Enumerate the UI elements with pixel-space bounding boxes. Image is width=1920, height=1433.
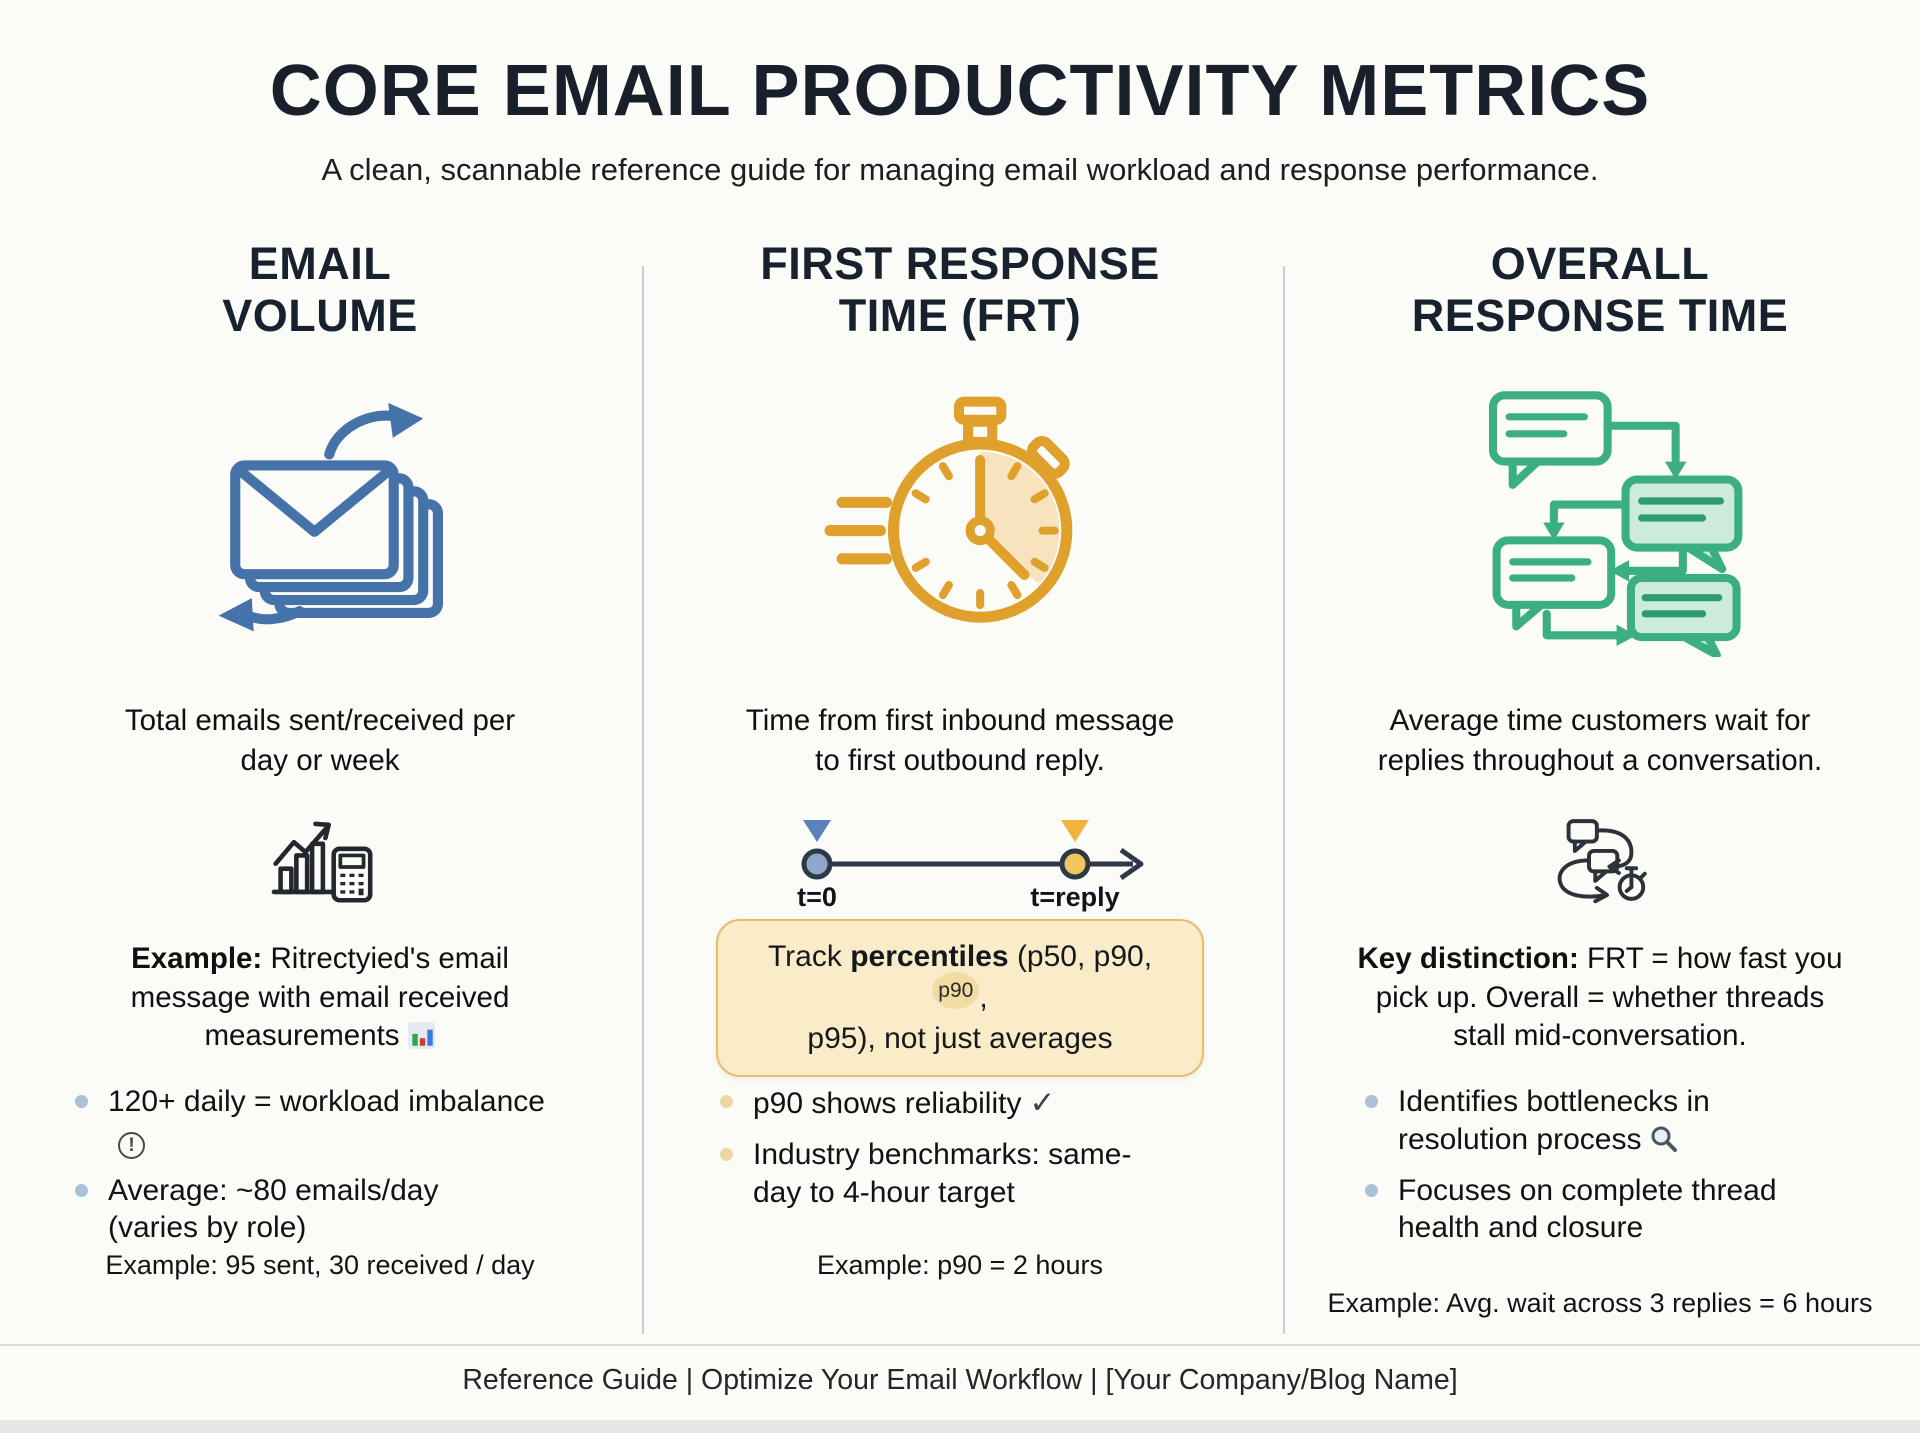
column-overall-response-time: OVERALL RESPONSE TIME xyxy=(1280,232,1920,1340)
overall-title: OVERALL RESPONSE TIME xyxy=(1412,232,1789,350)
para-line: pick up. Overall = whether threads xyxy=(1375,980,1825,1014)
key-text: FRT = how fast you xyxy=(1578,941,1843,975)
chat-flow-icon xyxy=(1450,350,1750,685)
title-line: TIME (FRT) xyxy=(838,290,1082,342)
column-divider xyxy=(642,266,645,1334)
bullet-dot xyxy=(1365,1095,1378,1108)
desc-line: day or week xyxy=(240,744,400,777)
title-line: OVERALL xyxy=(1490,238,1710,289)
conversation-timer-icon xyxy=(1545,797,1655,923)
example-text: measurements xyxy=(204,1019,400,1053)
email-volume-bullets: 120+ daily = workload imbalance! Average… xyxy=(0,1073,640,1244)
example-text: Ritrectyied's email xyxy=(262,941,509,975)
timeline-reply-marker xyxy=(1061,820,1089,842)
timeline-start-label: t=0 xyxy=(797,882,837,912)
magnifier-icon xyxy=(1651,1126,1678,1152)
bar-chart-calculator-icon xyxy=(264,797,376,923)
bottom-strip xyxy=(0,1420,1920,1433)
frt-highlight-row: Track percentiles (p50, p90, p90, p95), … xyxy=(716,919,1204,1077)
highlight-text: , xyxy=(979,980,988,1014)
p90-badge: p90 xyxy=(932,971,980,1009)
key-distinction-label: Key distinction: xyxy=(1357,941,1579,975)
email-volume-title: EMAIL VOLUME xyxy=(222,232,418,350)
warning-exclamation-icon: ! xyxy=(118,1132,145,1160)
frt-title: FIRST RESPONSE TIME (FRT) xyxy=(760,232,1160,350)
title-line: RESPONSE TIME xyxy=(1411,290,1789,342)
check-icon: ✓ xyxy=(1029,1085,1056,1120)
timeline-start-point xyxy=(801,848,833,880)
percentiles-highlight-box: Track percentiles (p50, p90, p90, p95), … xyxy=(716,919,1204,1077)
page-subtitle: A clean, scannable reference guide for m… xyxy=(321,152,1599,187)
column-divider xyxy=(1282,266,1285,1334)
overall-key-distinction-paragraph: Key distinction: FRT = how fast you pick… xyxy=(1358,923,1843,1073)
title-line: FIRST RESPONSE xyxy=(760,238,1160,289)
para-line: measurements xyxy=(204,1017,435,1056)
bullet-dot xyxy=(75,1183,88,1197)
bullet-text: Industry benchmarks: same-day to 4-hour … xyxy=(753,1137,1132,1209)
bullet-item: 120+ daily = workload imbalance! xyxy=(75,1083,565,1160)
desc-line: Average time customers wait for xyxy=(1389,704,1811,738)
timeline-reply-point xyxy=(1059,848,1091,880)
highlight-text: p95), not just averages xyxy=(807,1021,1113,1055)
bullet-dot xyxy=(75,1095,88,1108)
bullet-text: Focuses on complete thread health and clo… xyxy=(1398,1173,1777,1245)
bullet-item: Identifies bottlenecks in resolution proc… xyxy=(1365,1083,1835,1159)
title-line: EMAIL xyxy=(248,238,392,289)
frt-note: Example: p90 = 2 hours xyxy=(817,1238,1103,1340)
bullet-item: Average: ~80 emails/day (varies by role) xyxy=(75,1172,565,1248)
desc-line: replies throughout a conversation. xyxy=(1377,744,1823,777)
bullet-text: 120+ daily = workload imbalance! xyxy=(108,1083,565,1160)
bullet-text: Identifies bottlenecks in resolution proc… xyxy=(1398,1085,1710,1156)
para-line: stall mid-conversation. xyxy=(1453,1019,1747,1053)
column-email-volume: EMAIL VOLUME xyxy=(0,232,640,1340)
email-volume-note: Example: 95 sent, 30 received / day xyxy=(105,1238,534,1340)
note-text: Example: 95 sent, 30 received / day xyxy=(105,1250,535,1280)
frt-timeline-diagram: t=0 t=reply xyxy=(735,797,1185,923)
note-text: Example: p90 = 2 hours xyxy=(817,1250,1103,1280)
overall-note: Example: Avg. wait across 3 replies = 6 … xyxy=(1327,1238,1872,1340)
bullet-dot xyxy=(1365,1183,1378,1197)
envelope-stack-send-receive-icon xyxy=(191,350,449,685)
highlight-bold: percentiles xyxy=(850,940,1009,973)
note-text: Example: Avg. wait across 3 replies = 6 … xyxy=(1327,1288,1873,1318)
page-title: CORE EMAIL PRODUCTIVITY METRICS xyxy=(269,51,1651,131)
example-label: Example: xyxy=(131,941,263,975)
stopwatch-icon xyxy=(824,350,1096,685)
desc-line: Time from first inbound message xyxy=(745,704,1175,738)
column-first-response-time: FIRST RESPONSE TIME (FRT) xyxy=(640,232,1280,1340)
para-line: Key distinction: FRT = how fast you xyxy=(1358,940,1843,979)
footer-text: Reference Guide | Optimize Your Email Wo… xyxy=(462,1364,1458,1396)
bar-chart-emoji-icon xyxy=(407,1022,435,1050)
title-line: VOLUME xyxy=(222,290,418,342)
highlight-text: (p50, p90, xyxy=(1008,940,1153,973)
bullet-item: Industry benchmarks: same-day to 4-hour … xyxy=(720,1136,1200,1212)
columns-container: EMAIL VOLUME xyxy=(0,232,1920,1340)
desc-line: Total emails sent/received per xyxy=(124,704,516,738)
footer: Reference Guide | Optimize Your Email Wo… xyxy=(0,1344,1920,1397)
timeline-reply-label: t=reply xyxy=(1030,882,1119,912)
bullet-item: p90 shows reliability ✓ xyxy=(720,1083,1200,1123)
highlight-text: Track xyxy=(767,940,851,973)
bullet-item: Focuses on complete thread health and clo… xyxy=(1365,1172,1835,1248)
overall-bullets: Identifies bottlenecks in resolution proc… xyxy=(1280,1073,1920,1244)
para-line: message with email received xyxy=(130,980,510,1014)
timeline-start-marker xyxy=(803,820,831,842)
bullet-dot xyxy=(720,1095,733,1108)
email-volume-description: Total emails sent/received per day or we… xyxy=(125,685,515,797)
frt-bullets: p90 shows reliability ✓ Industry benchmar… xyxy=(640,1073,1280,1238)
bullet-text: p90 shows reliability ✓ xyxy=(753,1085,1056,1120)
frt-description: Time from first inbound message to first… xyxy=(746,685,1174,797)
bullet-text: Average: ~80 emails/day (varies by role) xyxy=(108,1173,439,1245)
desc-line: to first outbound reply. xyxy=(815,744,1105,777)
email-volume-example-paragraph: Example: Ritrectyied's email message wit… xyxy=(131,923,510,1073)
bullet-dot xyxy=(720,1147,733,1161)
overall-description: Average time customers wait for replies … xyxy=(1378,685,1822,797)
para-line: Example: Ritrectyied's email xyxy=(131,940,509,979)
